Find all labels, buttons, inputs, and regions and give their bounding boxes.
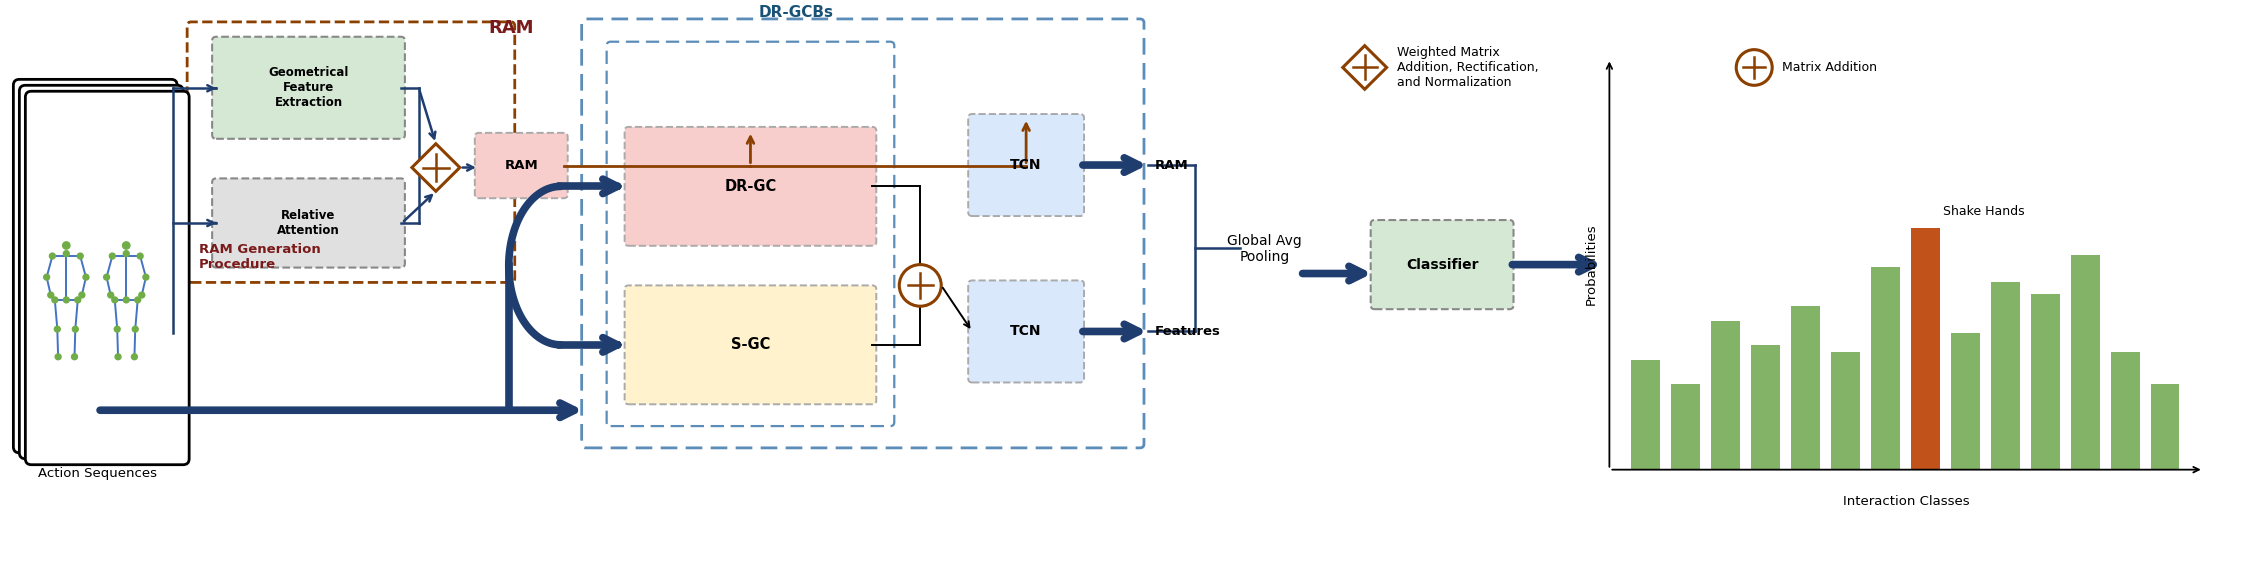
Circle shape (112, 297, 117, 303)
Circle shape (132, 327, 139, 332)
Bar (1990, 282, 2020, 470)
Text: RAM: RAM (487, 19, 534, 37)
Text: Probabilities: Probabilities (1584, 223, 1598, 305)
Circle shape (103, 274, 110, 280)
Text: Geometrical
Feature
Extraction: Geometrical Feature Extraction (269, 66, 348, 109)
Circle shape (63, 242, 70, 249)
Circle shape (83, 274, 90, 280)
Circle shape (900, 265, 940, 306)
FancyBboxPatch shape (20, 86, 184, 459)
Text: TCN: TCN (1010, 325, 1041, 339)
FancyBboxPatch shape (624, 127, 877, 246)
Bar (1871, 267, 1901, 470)
Circle shape (114, 327, 121, 332)
Bar (1750, 345, 1779, 470)
Bar (1631, 360, 1661, 470)
Circle shape (63, 251, 70, 257)
Circle shape (137, 253, 144, 259)
Text: Matrix Addition: Matrix Addition (1782, 61, 1878, 74)
Circle shape (123, 297, 130, 303)
Circle shape (144, 274, 148, 280)
Circle shape (72, 354, 79, 360)
Circle shape (123, 251, 130, 257)
Circle shape (114, 354, 121, 360)
Bar (2112, 353, 2139, 470)
Bar (1912, 228, 1939, 470)
FancyBboxPatch shape (624, 285, 877, 404)
Text: RAM: RAM (1156, 158, 1189, 172)
Circle shape (72, 327, 79, 332)
Text: TCN: TCN (1010, 158, 1041, 172)
FancyBboxPatch shape (25, 91, 188, 464)
FancyBboxPatch shape (1371, 220, 1512, 309)
Text: Features: Features (1156, 325, 1221, 338)
FancyBboxPatch shape (967, 281, 1084, 382)
Bar (1831, 353, 1860, 470)
Polygon shape (413, 144, 460, 191)
Text: Shake Hands: Shake Hands (1943, 205, 2024, 218)
Circle shape (132, 354, 137, 360)
Text: DR-GC: DR-GC (725, 179, 776, 194)
Circle shape (43, 274, 49, 280)
Circle shape (135, 297, 141, 303)
Circle shape (110, 253, 114, 259)
Circle shape (139, 292, 146, 298)
Text: Action Sequences: Action Sequences (38, 467, 157, 480)
Bar (1672, 384, 1701, 470)
Circle shape (123, 242, 130, 249)
Bar (2031, 294, 2060, 470)
Circle shape (52, 297, 58, 303)
FancyBboxPatch shape (967, 114, 1084, 216)
FancyBboxPatch shape (213, 37, 404, 139)
Circle shape (56, 354, 61, 360)
Text: Weighted Matrix
Addition, Rectification,
and Normalization: Weighted Matrix Addition, Rectification,… (1396, 46, 1539, 89)
Text: Relative
Attention: Relative Attention (276, 209, 339, 237)
Circle shape (49, 253, 56, 259)
Circle shape (63, 297, 70, 303)
Circle shape (47, 292, 54, 298)
Text: Classifier: Classifier (1405, 258, 1479, 272)
Circle shape (108, 292, 114, 298)
Circle shape (76, 253, 83, 259)
Circle shape (54, 327, 61, 332)
Circle shape (79, 292, 85, 298)
Bar (1712, 321, 1739, 470)
Text: Interaction Classes: Interaction Classes (1842, 495, 1970, 508)
FancyBboxPatch shape (13, 79, 177, 453)
Text: Global Avg
Pooling: Global Avg Pooling (1227, 233, 1302, 264)
FancyBboxPatch shape (213, 179, 404, 268)
Bar (2150, 384, 2179, 470)
Text: RAM: RAM (505, 159, 539, 172)
Text: RAM Generation
Procedure: RAM Generation Procedure (200, 243, 321, 271)
Circle shape (74, 297, 81, 303)
Polygon shape (1342, 45, 1387, 89)
Bar (2071, 255, 2100, 470)
Bar (1950, 333, 1979, 470)
Text: DR-GCBs: DR-GCBs (758, 5, 835, 20)
FancyBboxPatch shape (476, 133, 568, 198)
Bar (1791, 306, 1820, 470)
Circle shape (1737, 49, 1773, 86)
Text: S-GC: S-GC (732, 338, 770, 352)
